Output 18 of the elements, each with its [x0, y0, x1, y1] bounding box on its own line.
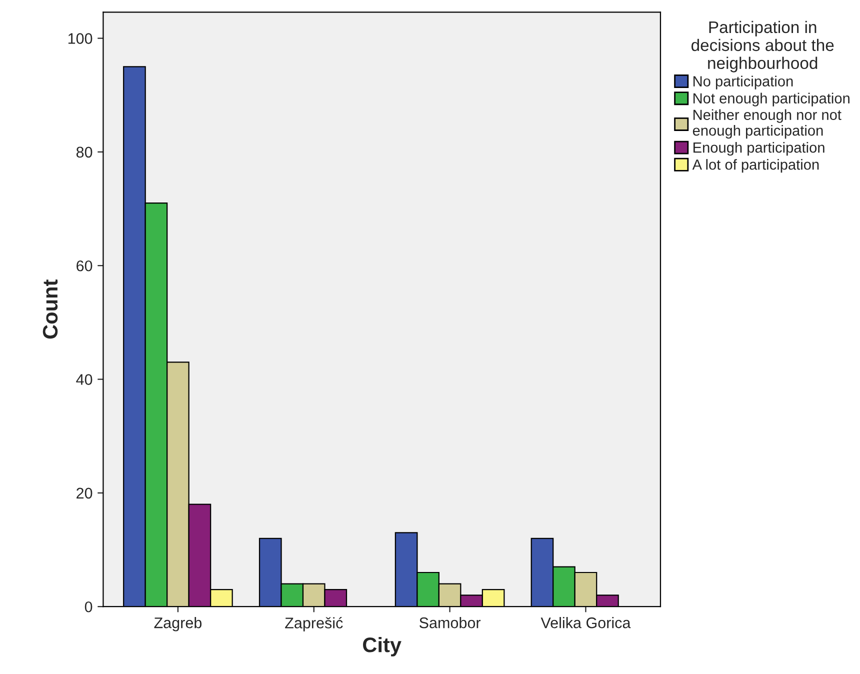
y-tick-label: 100 [68, 33, 92, 44]
legend-label: Neither enough nor not enough participation [692, 109, 842, 139]
y-tick-label: 40 [76, 374, 92, 385]
y-tick-label: 60 [76, 260, 92, 272]
y-tick-label: 80 [76, 146, 92, 158]
y-tick-label: 0 [84, 601, 92, 612]
legend-title: Participation in decisions about the neighbourhood [691, 20, 834, 72]
legend-label: A lot of participation [692, 159, 819, 173]
x-tick-label: Zagreb [154, 617, 202, 632]
x-tick-label: Samobor [420, 617, 481, 628]
x-tick-label: Zaprešić [285, 617, 343, 632]
legend-label: No participation [694, 76, 793, 90]
y-axis-title: Count [42, 280, 58, 339]
y-tick-label: 20 [76, 488, 92, 499]
legend-label: Not enough participation [694, 92, 850, 106]
legend-label: Enough participation [694, 142, 824, 156]
x-tick-label: Velika Gorica [540, 617, 631, 628]
x-axis-title: City [363, 636, 402, 656]
